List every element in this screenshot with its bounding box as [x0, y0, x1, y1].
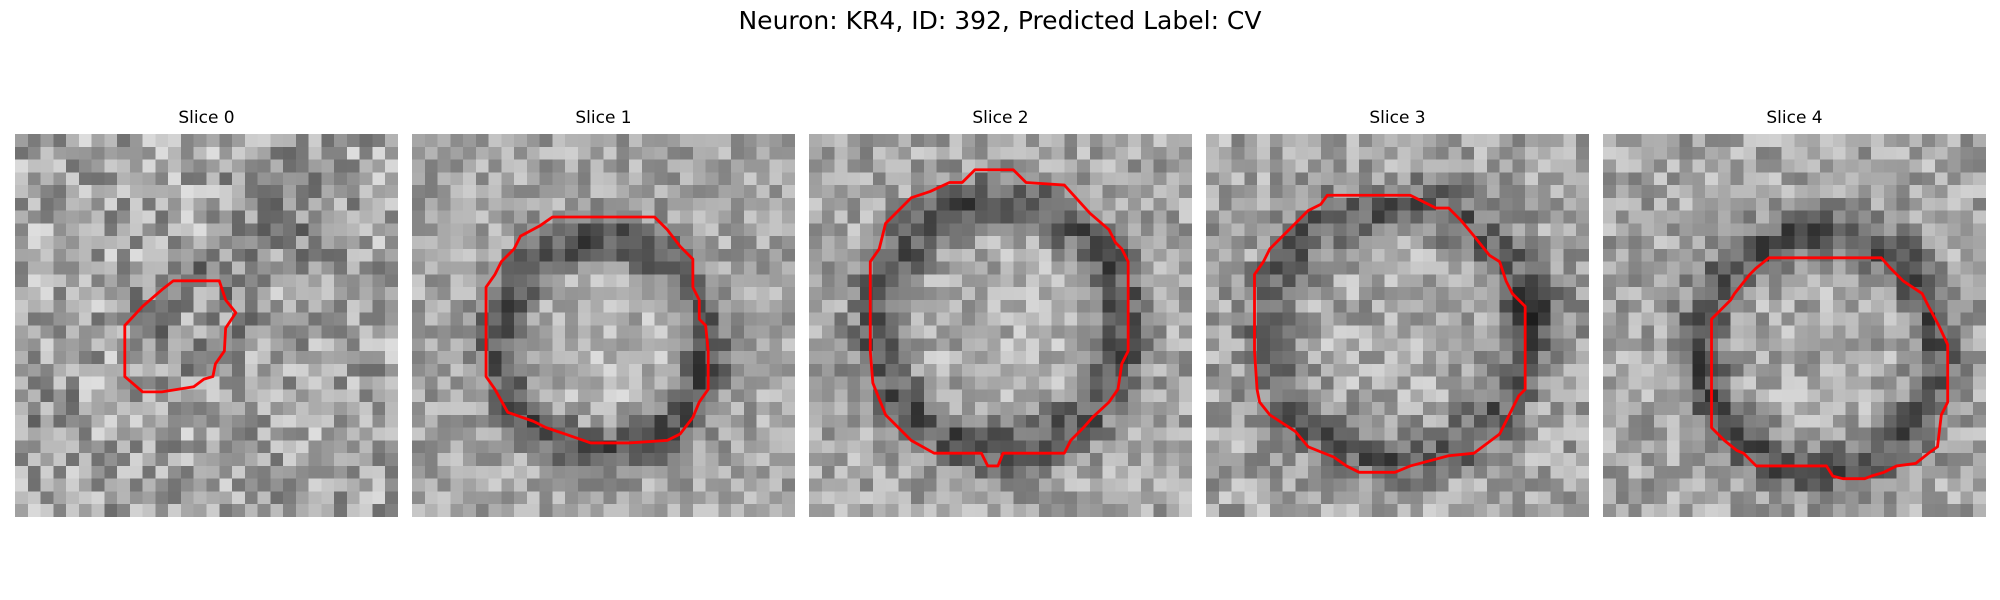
- segmentation-outline-3: [1253, 193, 1527, 474]
- slice-image-4: [1603, 134, 1986, 517]
- slice-title-3: Slice 3: [1369, 108, 1426, 128]
- slice-image-0: [15, 134, 398, 517]
- segmentation-outline-4: [1710, 256, 1950, 481]
- slice-title-0: Slice 0: [178, 108, 235, 128]
- segmentation-outline-1: [484, 215, 710, 445]
- slice-image-1: [412, 134, 795, 517]
- figure-title: Neuron: KR4, ID: 392, Predicted Label: C…: [738, 6, 1262, 35]
- slice-title-4: Slice 4: [1766, 108, 1823, 128]
- segmentation-outline-2: [868, 168, 1130, 468]
- slice-title-1: Slice 1: [575, 108, 632, 128]
- slice-title-2: Slice 2: [972, 108, 1029, 128]
- slice-image-3: [1206, 134, 1589, 517]
- segmentation-outline-0: [123, 279, 238, 394]
- slice-image-2: [809, 134, 1192, 517]
